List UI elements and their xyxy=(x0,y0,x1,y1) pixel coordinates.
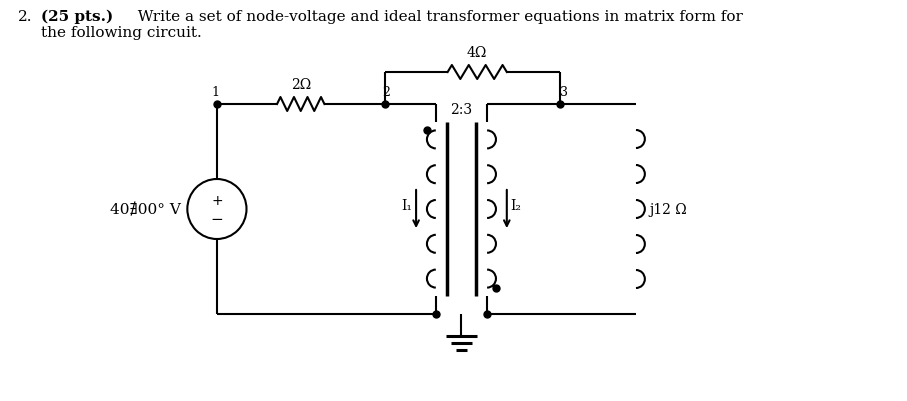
Text: 40∄00° V: 40∄00° V xyxy=(111,202,181,217)
Text: I₂: I₂ xyxy=(511,198,522,213)
Text: 3: 3 xyxy=(560,86,568,99)
Text: (25 pts.): (25 pts.) xyxy=(42,10,113,24)
Text: 1: 1 xyxy=(211,86,219,99)
Text: +: + xyxy=(211,194,223,207)
Text: 2:3: 2:3 xyxy=(451,103,473,117)
Text: 4Ω: 4Ω xyxy=(467,46,487,60)
Text: 2Ω: 2Ω xyxy=(290,78,311,92)
Text: j12 Ω: j12 Ω xyxy=(649,203,688,217)
Text: Write a set of node-voltage and ideal transformer equations in matrix form for: Write a set of node-voltage and ideal tr… xyxy=(128,10,743,24)
Text: I₁: I₁ xyxy=(401,198,412,213)
Text: −: − xyxy=(210,212,223,227)
Text: the following circuit.: the following circuit. xyxy=(42,26,202,40)
Text: 2.: 2. xyxy=(18,10,33,24)
Text: 2: 2 xyxy=(383,86,390,99)
